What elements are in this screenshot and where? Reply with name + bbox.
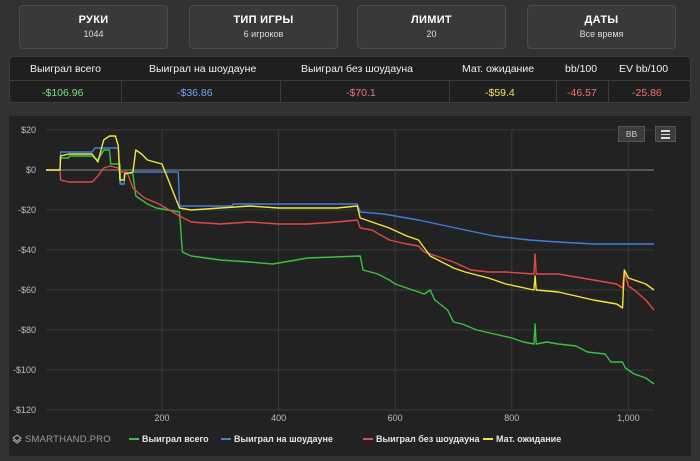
legend-label: Выиграл без шоудауна — [376, 434, 481, 444]
x-tick-label: 1,000 — [617, 413, 640, 423]
stats-table: Выиграл всего Выиграл на шоудауне Выигра… — [9, 56, 691, 103]
stats-divider — [10, 80, 690, 81]
filter-limit-label: ЛИМИТ — [411, 14, 452, 26]
y-tick-label: -$20 — [18, 205, 36, 215]
brand-logo-icon — [12, 434, 22, 445]
filter-bar: РУКИ 1044 ТИП ИГРЫ 6 игроков ЛИМИТ 20 ДА… — [0, 0, 700, 52]
y-tick-label: -$60 — [18, 285, 36, 295]
winnings-chart-panel: $20 $0 -$20 -$40 -$60 -$80 -$100 -$120 200 400 600… — [9, 116, 691, 456]
stats-header-ev-bb100: EV bb/100 — [619, 63, 669, 75]
chart-menu-button[interactable] — [655, 126, 676, 142]
y-tick-label: -$120 — [13, 405, 36, 415]
stats-value-total: -$106.96 — [42, 87, 84, 99]
legend-label: Мат. ожидание — [496, 434, 561, 444]
winnings-chart: $20 $0 -$20 -$40 -$60 -$80 -$100 -$120 200 400 600… — [13, 125, 655, 444]
filter-game-type[interactable]: ТИП ИГРЫ 6 игроков — [189, 5, 338, 49]
stats-header-ev: Мат. ожидание — [462, 63, 535, 75]
stats-value-bb100: -46.57 — [567, 87, 597, 99]
menu-icon — [661, 137, 670, 139]
legend-label: Выиграл на шоудауне — [234, 434, 333, 444]
brand-name: SMARTHAND.PRO — [25, 434, 111, 445]
menu-icon — [661, 130, 670, 132]
x-tick-label: 800 — [504, 413, 519, 423]
brand-logo: SMARTHAND.PRO — [12, 434, 111, 445]
filter-dates-value: Все время — [579, 29, 624, 39]
stats-divider — [280, 81, 281, 102]
x-tick-label: 400 — [271, 413, 286, 423]
stats-value-ev-bb100: -25.86 — [632, 87, 662, 99]
series-line-1 — [46, 147, 654, 245]
y-tick-label: -$80 — [18, 325, 36, 335]
series-line-3 — [46, 135, 655, 309]
y-tick-label: $20 — [21, 125, 36, 135]
stats-value-showdown: -$36.86 — [177, 87, 213, 99]
x-tick-label: 200 — [154, 413, 169, 423]
filter-dates-label: ДАТЫ — [584, 14, 619, 26]
filter-hands[interactable]: РУКИ 1044 — [19, 5, 168, 49]
stats-value-ev: -$59.4 — [485, 87, 515, 99]
filter-hands-value: 1044 — [83, 29, 104, 39]
filter-limit-value: 20 — [426, 29, 437, 39]
legend-label: Выиграл всего — [142, 434, 209, 444]
bb-toggle-button[interactable]: BB — [618, 126, 645, 142]
x-tick-label: 600 — [388, 413, 403, 423]
filter-dates[interactable]: ДАТЫ Все время — [527, 5, 676, 49]
stats-header-total: Выиграл всего — [30, 63, 101, 75]
series-line-2 — [46, 165, 655, 311]
filter-game-type-label: ТИП ИГРЫ — [233, 14, 294, 26]
y-tick-label: -$100 — [13, 365, 36, 375]
stats-value-non-showdown: -$70.1 — [346, 87, 376, 99]
filter-limit[interactable]: ЛИМИТ 20 — [357, 5, 506, 49]
stats-divider — [121, 81, 122, 102]
stats-divider — [608, 81, 609, 102]
filter-game-type-value: 6 игроков — [243, 29, 284, 39]
stats-divider — [449, 81, 450, 102]
menu-icon — [661, 133, 670, 135]
stats-divider — [556, 81, 557, 102]
stats-header-showdown: Выиграл на шоудауне — [149, 63, 257, 75]
stats-header-non-showdown: Выиграл без шоудауна — [301, 63, 413, 75]
filter-hands-label: РУКИ — [78, 14, 109, 26]
y-tick-label: $0 — [26, 165, 36, 175]
stats-header-bb100: bb/100 — [565, 63, 598, 75]
series-line-0 — [46, 149, 655, 385]
y-tick-label: -$40 — [18, 245, 36, 255]
